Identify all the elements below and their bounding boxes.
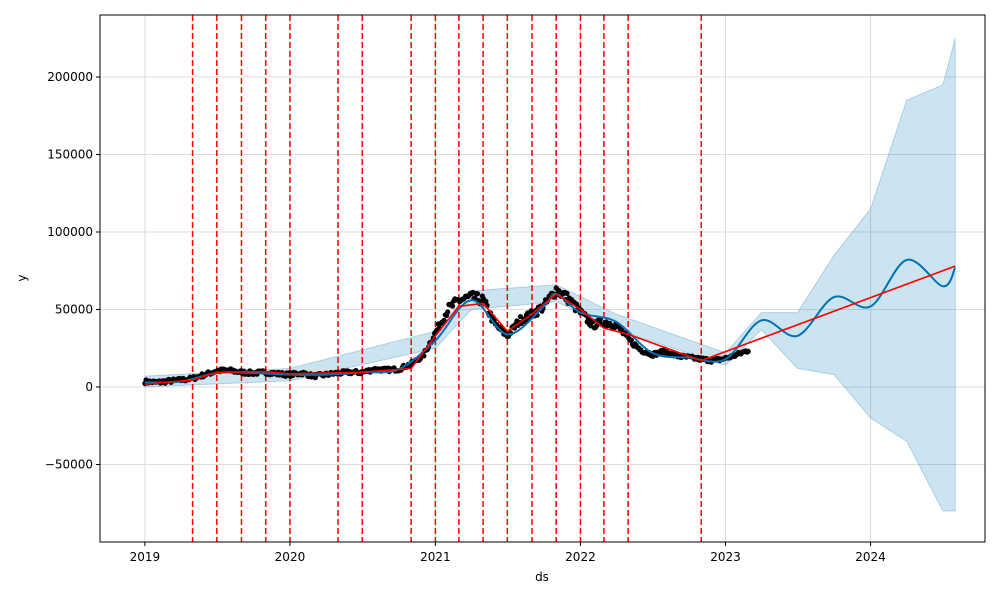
y-tick-label: 0 xyxy=(85,380,93,394)
trend-line-layer xyxy=(144,265,956,385)
observed-point xyxy=(445,309,451,315)
x-tick-label: 2019 xyxy=(130,550,161,564)
y-tick-label: −50000 xyxy=(45,458,93,472)
x-tick-label: 2020 xyxy=(275,550,306,564)
observed-point xyxy=(441,317,447,323)
uncertainty-interval-layer xyxy=(144,38,956,512)
observed-point xyxy=(745,348,751,354)
y-tick-label: 200000 xyxy=(47,70,93,84)
observed-point xyxy=(421,353,427,359)
x-tick-label: 2022 xyxy=(565,550,596,564)
uncertainty-interval-area xyxy=(144,38,956,512)
x-axis-label: ds xyxy=(535,570,549,584)
y-axis-label: y xyxy=(15,274,29,281)
observed-point xyxy=(564,290,570,296)
y-tick-label: 50000 xyxy=(55,303,93,317)
trend-line xyxy=(144,265,956,385)
y-tick-label: 150000 xyxy=(47,148,93,162)
x-axis-ticks: 2019 2020 2021 2022 2023 2024 xyxy=(130,542,886,564)
observed-point xyxy=(628,337,634,343)
x-tick-label: 2023 xyxy=(710,550,741,564)
x-tick-label: 2021 xyxy=(420,550,451,564)
observed-point xyxy=(474,291,481,297)
observed-point xyxy=(449,303,456,309)
x-tick-label: 2024 xyxy=(855,550,886,564)
changepoint-layer xyxy=(191,15,703,542)
observed-point xyxy=(483,298,489,304)
plot-frame xyxy=(99,14,986,543)
y-tick-label: 100000 xyxy=(47,225,93,239)
y-axis-ticks: −50000 0 50000 100000 150000 200000 xyxy=(45,70,100,472)
